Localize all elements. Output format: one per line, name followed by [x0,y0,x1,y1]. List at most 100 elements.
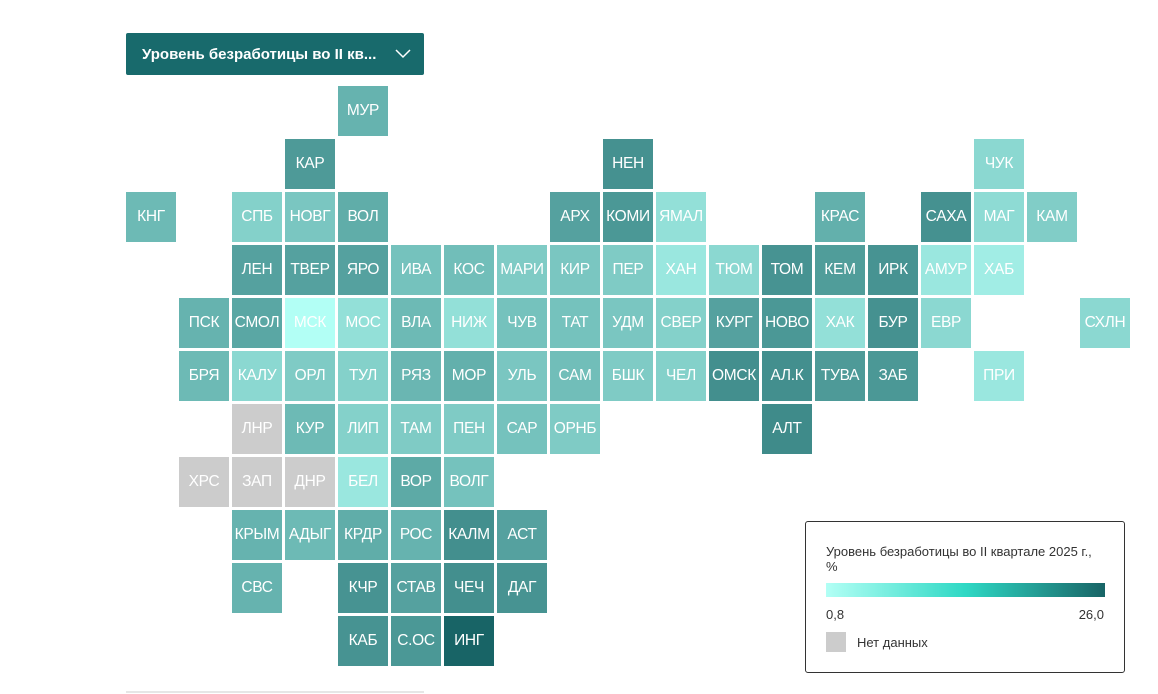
region-tile-там[interactable]: ТАМ [391,404,441,454]
region-tile-удм[interactable]: УДМ [603,298,653,348]
region-tile-аст[interactable]: АСТ [497,510,547,560]
region-tile-твер[interactable]: ТВЕР [285,245,335,295]
region-tile-схлн[interactable]: СХЛН [1080,298,1130,348]
legend-title: Уровень безработицы во II квартале 2025 … [826,544,1092,574]
region-tile-лип[interactable]: ЛИП [338,404,388,454]
region-tile-крас[interactable]: КРАС [815,192,865,242]
region-tile-бря[interactable]: БРЯ [179,351,229,401]
region-tile-сос[interactable]: С.ОС [391,616,441,666]
region-tile-кам[interactable]: КАМ [1027,192,1077,242]
region-tile-кар[interactable]: КАР [285,139,335,189]
region-tile-кос[interactable]: КОС [444,245,494,295]
region-tile-пер[interactable]: ПЕР [603,245,653,295]
region-tile-свер[interactable]: СВЕР [656,298,706,348]
region-tile-яро[interactable]: ЯРО [338,245,388,295]
region-tile-хрс[interactable]: ХРС [179,457,229,507]
region-tile-сар[interactable]: САР [497,404,547,454]
chevron-down-icon [394,45,412,63]
region-tile-калм[interactable]: КАЛМ [444,510,494,560]
legend-color-scale [826,583,1105,597]
region-tile-рос[interactable]: РОС [391,510,441,560]
region-tile-лнр[interactable]: ЛНР [232,404,282,454]
region-tile-заб[interactable]: ЗАБ [868,351,918,401]
region-tile-амур[interactable]: АМУР [921,245,971,295]
region-tile-ирк[interactable]: ИРК [868,245,918,295]
legend-max-label: 26,0 [1078,607,1104,622]
region-tile-коми[interactable]: КОМИ [603,192,653,242]
region-tile-при[interactable]: ПРИ [974,351,1024,401]
region-tile-хаб[interactable]: ХАБ [974,245,1024,295]
region-tile-смол[interactable]: СМОЛ [232,298,282,348]
region-tile-лен[interactable]: ЛЕН [232,245,282,295]
region-tile-том[interactable]: ТОМ [762,245,812,295]
region-tile-мари[interactable]: МАРИ [497,245,547,295]
region-tile-крым[interactable]: КРЫМ [232,510,282,560]
region-tile-алк[interactable]: АЛ.К [762,351,812,401]
region-tile-арх[interactable]: АРХ [550,192,600,242]
region-tile-кнг[interactable]: КНГ [126,192,176,242]
region-tile-каб[interactable]: КАБ [338,616,388,666]
region-tile-вор[interactable]: ВОР [391,457,441,507]
legend-min-label: 0,8 [826,607,845,622]
region-tile-уль[interactable]: УЛЬ [497,351,547,401]
region-tile-кур[interactable]: КУР [285,404,335,454]
region-tile-став[interactable]: СТАВ [391,563,441,613]
region-tile-зап[interactable]: ЗАП [232,457,282,507]
region-tile-свс[interactable]: СВС [232,563,282,613]
region-tile-чук[interactable]: ЧУК [974,139,1024,189]
region-tile-бшк[interactable]: БШК [603,351,653,401]
legend-no-data-swatch [826,632,846,652]
region-tile-алт[interactable]: АЛТ [762,404,812,454]
legend-no-data-label: Нет данных [857,635,928,650]
region-tile-бур[interactable]: БУР [868,298,918,348]
region-tile-мск[interactable]: МСК [285,298,335,348]
region-tile-кир[interactable]: КИР [550,245,600,295]
region-tile-вла[interactable]: ВЛА [391,298,441,348]
region-tile-кем[interactable]: КЕМ [815,245,865,295]
region-tile-ямал[interactable]: ЯМАЛ [656,192,706,242]
region-tile-саха[interactable]: САХА [921,192,971,242]
region-tile-сам[interactable]: САМ [550,351,600,401]
region-tile-тува[interactable]: ТУВА [815,351,865,401]
region-tile-мос[interactable]: МОС [338,298,388,348]
region-tile-чеч[interactable]: ЧЕЧ [444,563,494,613]
region-tile-ряз[interactable]: РЯЗ [391,351,441,401]
region-tile-маг[interactable]: МАГ [974,192,1024,242]
region-tile-чел[interactable]: ЧЕЛ [656,351,706,401]
region-tile-инг[interactable]: ИНГ [444,616,494,666]
divider [126,691,424,693]
region-tile-мор[interactable]: МОР [444,351,494,401]
region-tile-бел[interactable]: БЕЛ [338,457,388,507]
region-tile-ива[interactable]: ИВА [391,245,441,295]
indicator-dropdown[interactable]: Уровень безработицы во II кв... [126,33,424,75]
region-tile-хак[interactable]: ХАК [815,298,865,348]
region-tile-спб[interactable]: СПБ [232,192,282,242]
region-tile-чув[interactable]: ЧУВ [497,298,547,348]
legend: Уровень безработицы во II квартале 2025 … [805,521,1125,673]
region-tile-ново[interactable]: НОВО [762,298,812,348]
region-tile-крдр[interactable]: КРДР [338,510,388,560]
region-tile-орл[interactable]: ОРЛ [285,351,335,401]
region-tile-мур[interactable]: МУР [338,86,388,136]
region-tile-нен[interactable]: НЕН [603,139,653,189]
region-tile-орнб[interactable]: ОРНБ [550,404,600,454]
region-tile-калу[interactable]: КАЛУ [232,351,282,401]
region-tile-хан[interactable]: ХАН [656,245,706,295]
region-tile-кург[interactable]: КУРГ [709,298,759,348]
region-tile-адыг[interactable]: АДЫГ [285,510,335,560]
region-tile-днр[interactable]: ДНР [285,457,335,507]
region-tile-ниж[interactable]: НИЖ [444,298,494,348]
region-tile-евр[interactable]: ЕВР [921,298,971,348]
region-tile-даг[interactable]: ДАГ [497,563,547,613]
region-tile-тат[interactable]: ТАТ [550,298,600,348]
region-tile-омск[interactable]: ОМСК [709,351,759,401]
region-tile-новг[interactable]: НОВГ [285,192,335,242]
region-tile-тюм[interactable]: ТЮМ [709,245,759,295]
region-tile-кчр[interactable]: КЧР [338,563,388,613]
region-tile-волг[interactable]: ВОЛГ [444,457,494,507]
region-tile-пск[interactable]: ПСК [179,298,229,348]
region-tile-тул[interactable]: ТУЛ [338,351,388,401]
region-tile-вол[interactable]: ВОЛ [338,192,388,242]
region-tile-пен[interactable]: ПЕН [444,404,494,454]
